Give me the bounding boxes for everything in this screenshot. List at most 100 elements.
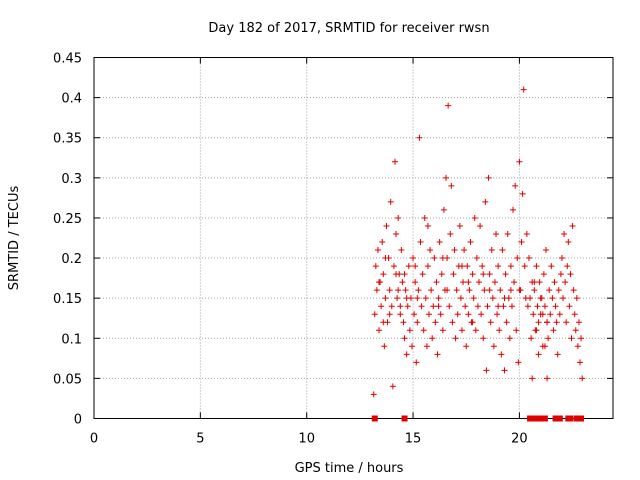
data-point [510, 206, 517, 213]
data-point [516, 287, 523, 294]
data-point [542, 247, 549, 254]
data-point [460, 279, 467, 286]
data-point [410, 255, 417, 262]
data-point [544, 375, 551, 382]
data-point [484, 303, 491, 310]
data-point [475, 279, 482, 286]
data-point [514, 255, 521, 262]
data-point [521, 263, 528, 270]
x-tick-label: 5 [196, 432, 204, 447]
data-point [491, 279, 498, 286]
data-point [372, 263, 379, 270]
data-point [566, 303, 573, 310]
y-tick-label: 0.4 [61, 92, 82, 107]
data-point [508, 303, 515, 310]
data-point [382, 255, 389, 262]
data-point [414, 319, 421, 326]
y-tick-labels: 0 0.05 0.1 0.15 0.2 0.25 0.3 0.35 0.4 0.45 [53, 52, 82, 428]
data-point [379, 239, 386, 246]
data-point [434, 351, 441, 358]
data-point [570, 287, 577, 294]
data-point [380, 319, 387, 326]
data-point [529, 375, 536, 382]
data-point [572, 327, 579, 334]
data-point [574, 343, 581, 350]
data-point [567, 271, 574, 278]
data-point [551, 279, 558, 286]
data-point [465, 311, 472, 318]
data-point [481, 287, 488, 294]
data-point [405, 263, 412, 270]
data-point [403, 295, 410, 302]
data-point [439, 327, 446, 334]
data-point [400, 319, 407, 326]
data-point [562, 279, 569, 286]
data-point [380, 271, 387, 278]
data-point [550, 327, 557, 334]
data-point [487, 319, 494, 326]
data-point [553, 319, 560, 326]
data-point [419, 271, 426, 278]
zero-data-point [578, 415, 585, 422]
data-point [417, 239, 424, 246]
data-point [486, 271, 493, 278]
data-point [456, 222, 463, 229]
x-tick-label: 0 [90, 432, 98, 447]
data-point [541, 343, 548, 350]
data-point [506, 335, 513, 342]
data-point [556, 311, 563, 318]
data-point [438, 271, 445, 278]
data-point [539, 311, 546, 318]
zero-data-point [556, 415, 563, 422]
x-tick-label: 20 [511, 432, 528, 447]
data-point [503, 319, 510, 326]
data-point [524, 303, 531, 310]
data-point [548, 263, 555, 270]
data-point [393, 230, 400, 237]
data-point [499, 247, 506, 254]
data-point [435, 303, 442, 310]
data-point [493, 230, 500, 237]
data-point [578, 335, 585, 342]
data-point [501, 367, 508, 374]
data-point [536, 279, 543, 286]
data-point [437, 311, 444, 318]
data-point [554, 351, 561, 358]
data-point [486, 287, 493, 294]
data-point [528, 335, 535, 342]
data-point [507, 263, 514, 270]
data-point [397, 311, 404, 318]
data-point [515, 359, 522, 366]
data-point [504, 230, 511, 237]
data-point [488, 247, 495, 254]
y-tick-label: 0.15 [53, 292, 82, 307]
data-point [451, 247, 458, 254]
data-point [444, 287, 451, 294]
data-point [450, 271, 457, 278]
x-tick-label: 15 [405, 432, 422, 447]
data-point [376, 327, 383, 334]
zero-data-point [541, 415, 548, 422]
data-point [511, 279, 518, 286]
axis-ticks [93, 57, 613, 419]
data-point [483, 367, 490, 374]
data-point [395, 214, 402, 221]
data-point [530, 311, 537, 318]
data-point [461, 247, 468, 254]
y-axis-label: SRMTID / TECUs [7, 186, 22, 291]
data-point [393, 271, 400, 278]
data-point [557, 271, 564, 278]
data-point [416, 134, 423, 141]
data-point [414, 295, 421, 302]
data-point [540, 271, 547, 278]
data-point [415, 287, 422, 294]
data-point [383, 222, 390, 229]
data-point [458, 327, 465, 334]
data-point [435, 295, 442, 302]
data-point [440, 206, 447, 213]
data-point [447, 230, 454, 237]
data-point [545, 335, 552, 342]
data-point [433, 279, 440, 286]
data-point [412, 263, 419, 270]
